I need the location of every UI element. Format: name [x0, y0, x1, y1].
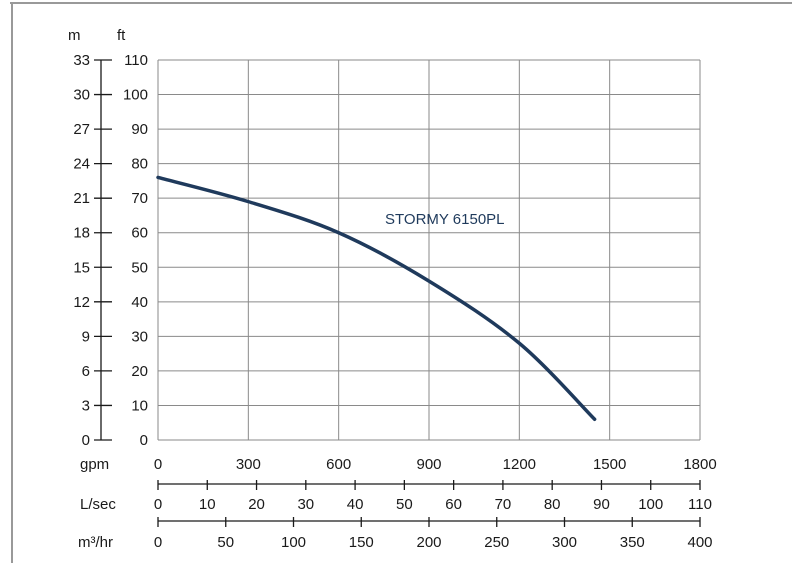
y-tick-label-ft-10: 100 [123, 87, 148, 104]
y-tick-label-m-2: 6 [82, 363, 90, 380]
y-tick-label-m-0: 0 [82, 432, 90, 449]
x-tick-label-lsec-4: 40 [347, 496, 364, 513]
x-tick-label-m3hr-7: 350 [620, 534, 645, 551]
x-tick-label-m3hr-0: 0 [154, 534, 162, 551]
x-tick-label-m3hr-6: 300 [552, 534, 577, 551]
x-tick-label-m3hr-3: 150 [349, 534, 374, 551]
x-tick-label-gpm-0: 0 [154, 456, 162, 473]
y-tick-label-m-9: 27 [73, 121, 90, 138]
x-tick-label-m3hr-2: 100 [281, 534, 306, 551]
y-tick-label-m-10: 30 [73, 87, 90, 104]
x-tick-label-gpm-6: 1800 [683, 456, 716, 473]
y-tick-label-ft-9: 90 [131, 121, 148, 138]
y-tick-label-ft-1: 10 [131, 397, 148, 414]
x-tick-label-gpm-1: 300 [236, 456, 261, 473]
y-tick-label-ft-7: 70 [131, 190, 148, 207]
plot-grid [157, 59, 701, 441]
x-tick-label-lsec-7: 70 [495, 496, 512, 513]
y-tick-label-ft-6: 60 [131, 225, 148, 242]
x-tick-label-gpm-4: 1200 [503, 456, 536, 473]
y-tick-label-m-7: 21 [73, 190, 90, 207]
x-tick-label-lsec-10: 100 [638, 496, 663, 513]
y-tick-label-ft-0: 0 [140, 432, 148, 449]
x-tick-label-lsec-6: 60 [445, 496, 462, 513]
x-tick-label-lsec-11: 110 [688, 496, 712, 513]
x-tick-label-lsec-3: 30 [297, 496, 314, 513]
y-tick-label-ft-11: 110 [124, 52, 148, 69]
x-tick-label-lsec-9: 90 [593, 496, 610, 513]
y-tick-label-m-3: 9 [82, 328, 90, 345]
y-tick-label-ft-4: 40 [131, 294, 148, 311]
y-tick-label-m-4: 12 [73, 294, 90, 311]
x-unit-label-m3hr: m³/hr [78, 534, 113, 551]
x-tick-label-gpm-3: 900 [416, 456, 441, 473]
x-unit-label-gpm: gpm [80, 456, 109, 473]
y-unit-label-ft: ft [117, 27, 126, 44]
y-axes: m ft 0 3 6 9 12 15 18 21 24 27 30 33 0 10 20 30 40 50 60 70 80… [68, 27, 148, 449]
x-tick-label-m3hr-4: 200 [416, 534, 441, 551]
x-tick-label-m3hr-1: 50 [217, 534, 234, 551]
x-tick-label-lsec-2: 20 [248, 496, 265, 513]
y-tick-label-m-11: 33 [73, 52, 90, 69]
curve-label: STORMY 6150PL [385, 211, 505, 228]
y-tick-label-ft-5: 50 [131, 259, 148, 276]
x-tick-label-m3hr-5: 250 [484, 534, 509, 551]
y-tick-label-m-8: 24 [73, 156, 90, 173]
y-tick-label-ft-3: 30 [131, 328, 148, 345]
y-tick-label-ft-8: 80 [131, 156, 148, 173]
x-tick-label-m3hr-8: 400 [687, 534, 712, 551]
y-tick-label-ft-2: 20 [131, 363, 148, 380]
y-unit-label-m: m [68, 27, 81, 44]
y-tick-label-m-1: 3 [82, 397, 90, 414]
x-unit-label-lsec: L/sec [80, 496, 116, 513]
pump-curve [156, 175, 597, 422]
x-tick-label-lsec-0: 0 [154, 496, 162, 513]
x-tick-label-lsec-1: 10 [199, 496, 216, 513]
y-tick-label-m-5: 15 [73, 259, 90, 276]
y-tick-label-m-6: 18 [73, 225, 90, 242]
x-tick-label-gpm-2: 600 [326, 456, 351, 473]
x-tick-label-gpm-5: 1500 [593, 456, 626, 473]
x-tick-label-lsec-8: 80 [544, 496, 561, 513]
x-tick-label-lsec-5: 50 [396, 496, 413, 513]
